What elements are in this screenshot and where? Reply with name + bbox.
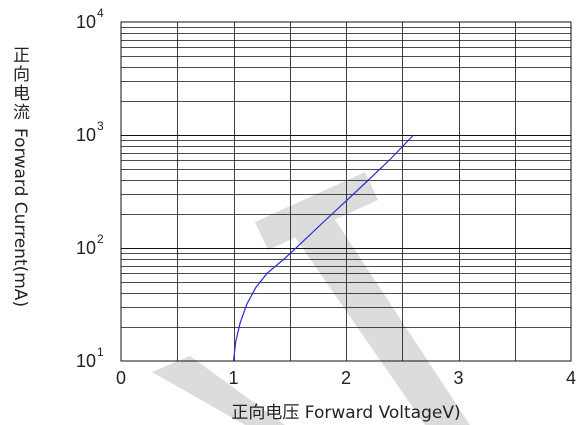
y-axis-label-en: Forward Current(mA) [10, 128, 30, 307]
y-tick-exponent: 4 [97, 6, 104, 20]
series-layer [232, 134, 414, 362]
y-axis-label-cn: 正向电流 [9, 46, 30, 122]
x-tick-label: 0 [116, 368, 126, 388]
x-tick-label: 1 [228, 368, 238, 388]
y-axis-label: 正向电流 Forward Current(mA) [9, 46, 30, 307]
grid [120, 21, 572, 362]
x-tick-label: 2 [341, 368, 351, 388]
y-tick-exponent: 3 [97, 119, 104, 133]
y-tick-label: 10 [76, 351, 96, 371]
watermark-stroke-right [290, 212, 470, 425]
plot-frame [120, 21, 572, 362]
watermark-stroke-bar [255, 172, 378, 250]
y-tick-label: 10 [76, 12, 96, 32]
watermark-stroke-left [152, 356, 285, 425]
y-tick-label: 10 [76, 125, 96, 145]
y-tick-exponent: 1 [97, 345, 104, 359]
x-axis-label: 正向电压 Forward VoltageV) [231, 403, 460, 423]
y-tick-label: 10 [76, 238, 96, 258]
x-tick-label: 4 [566, 368, 576, 388]
series-line [232, 134, 414, 362]
x-tick-label: 3 [453, 368, 463, 388]
watermark [152, 172, 470, 425]
y-tick-exponent: 2 [97, 232, 104, 246]
